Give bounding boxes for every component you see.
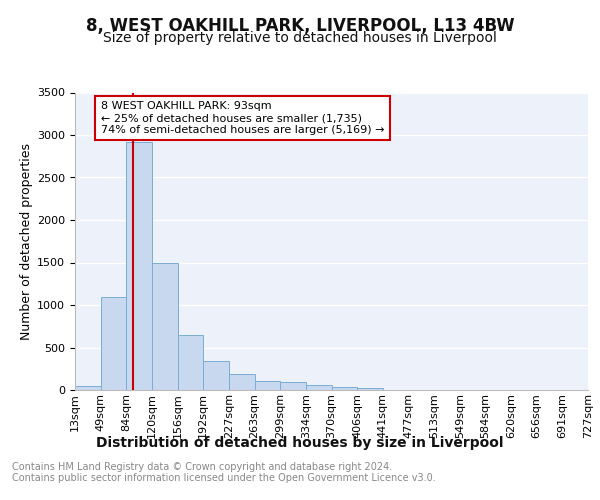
- Bar: [152, 262, 178, 390]
- Bar: [331, 387, 357, 390]
- Bar: [254, 381, 280, 390]
- Bar: [127, 142, 152, 390]
- Bar: [280, 382, 306, 390]
- Y-axis label: Number of detached properties: Number of detached properties: [20, 143, 33, 340]
- Text: Size of property relative to detached houses in Liverpool: Size of property relative to detached ho…: [103, 31, 497, 45]
- Bar: [75, 386, 101, 390]
- Text: Distribution of detached houses by size in Liverpool: Distribution of detached houses by size …: [96, 436, 504, 450]
- Text: Contains HM Land Registry data © Crown copyright and database right 2024.
Contai: Contains HM Land Registry data © Crown c…: [12, 462, 436, 483]
- Text: 8, WEST OAKHILL PARK, LIVERPOOL, L13 4BW: 8, WEST OAKHILL PARK, LIVERPOOL, L13 4BW: [86, 18, 514, 36]
- Bar: [229, 374, 254, 390]
- Text: 8 WEST OAKHILL PARK: 93sqm
← 25% of detached houses are smaller (1,735)
74% of s: 8 WEST OAKHILL PARK: 93sqm ← 25% of deta…: [101, 102, 384, 134]
- Bar: [178, 335, 203, 390]
- Bar: [203, 361, 229, 390]
- Bar: [357, 388, 383, 390]
- Bar: [101, 296, 127, 390]
- Bar: [306, 386, 331, 390]
